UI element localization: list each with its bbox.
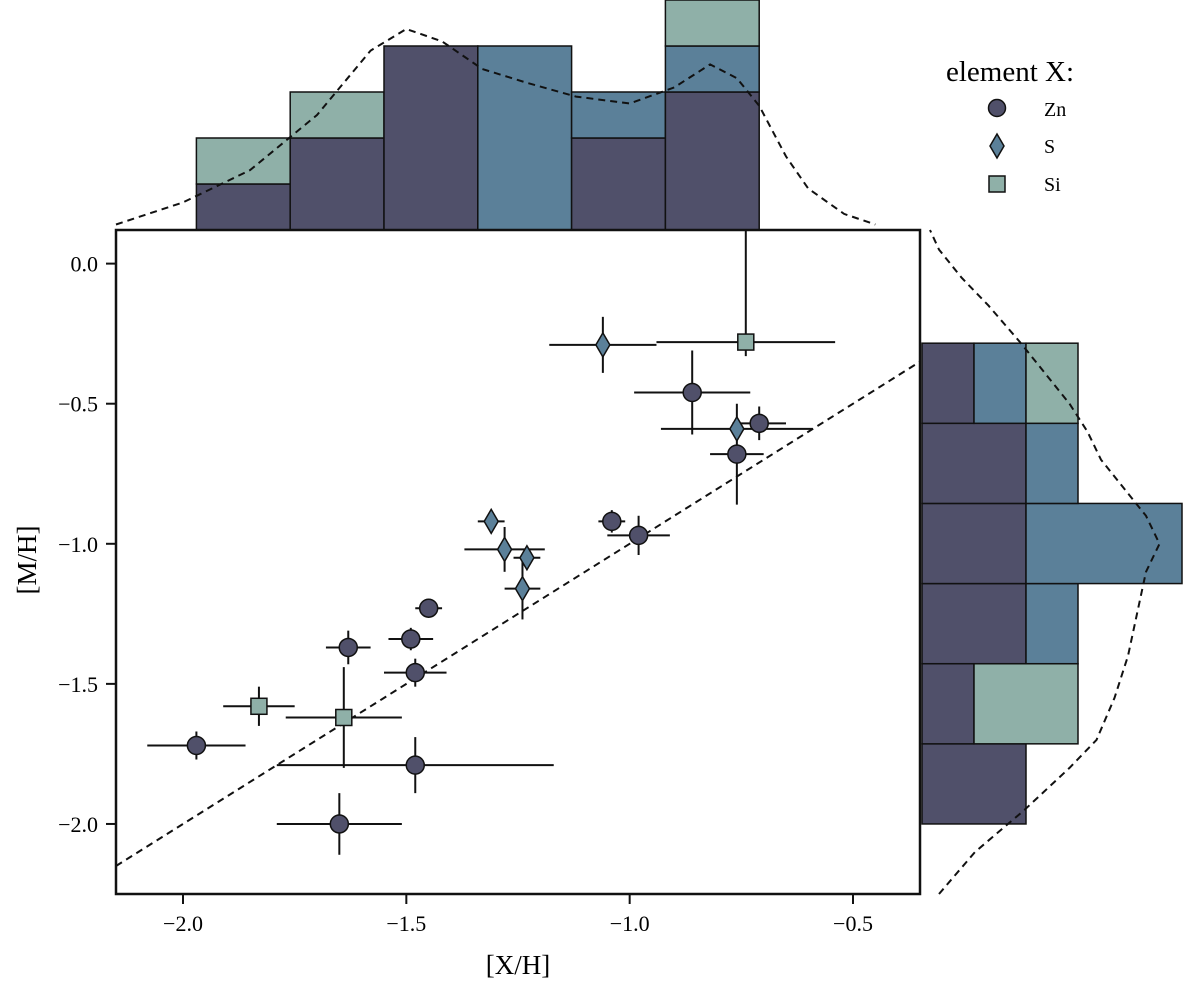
y-tick-label-4: −2.0 — [58, 812, 98, 837]
right-kde-curve — [929, 229, 1161, 895]
point-zn-11 — [749, 413, 769, 434]
x-tick-label-0: −2.0 — [163, 911, 203, 936]
top-hist-bar-s-5 — [664, 45, 760, 93]
right-hist-bar-si-5 — [1025, 342, 1079, 425]
point-s-4 — [594, 331, 611, 359]
point-s-3 — [514, 575, 531, 603]
point-s-0 — [483, 507, 500, 535]
point-si-2 — [737, 333, 755, 351]
y-tick-label-3: −1.5 — [58, 672, 98, 697]
point-zn-7 — [602, 511, 622, 532]
right-hist-bar-zn-4 — [921, 422, 1027, 505]
top-hist-bar-zn-2 — [383, 45, 479, 231]
top-hist-bar-si-5 — [664, 0, 760, 47]
right-hist-bar-zn-2 — [921, 582, 1027, 665]
x-tick-label-3: −0.5 — [833, 911, 873, 936]
legend-marker-zn — [987, 98, 1007, 118]
point-s-2 — [519, 544, 535, 572]
right-hist-bar-si-1 — [973, 662, 1079, 745]
right-hist-bar-s-4 — [1025, 422, 1079, 505]
legend-marker-si — [988, 175, 1006, 193]
point-zn-8 — [628, 525, 649, 546]
x-tick-label-2: −1.0 — [610, 911, 650, 936]
plot-area — [116, 230, 920, 894]
right-marginal-histogram — [921, 229, 1183, 895]
point-s-5 — [728, 415, 745, 443]
point-zn-10 — [727, 444, 747, 464]
y-tick-label-1: −0.5 — [58, 392, 98, 417]
point-zn-0 — [186, 735, 207, 756]
right-hist-bar-zn-5 — [921, 342, 975, 425]
point-zn-6 — [418, 598, 439, 618]
point-zn-3 — [401, 629, 421, 649]
main-scatter-panel: −2.0 −1.5 −1.0 −0.5 0.0 −0.5 −1.0 −1.5 −2.0 — [58, 228, 922, 936]
right-hist-bar-zn-1 — [921, 662, 975, 745]
legend-title: element X: — [946, 56, 1074, 88]
top-hist-bar-zn-1 — [289, 137, 385, 231]
top-kde-curve — [115, 27, 876, 226]
point-si-0 — [250, 697, 268, 716]
right-hist-bar-zn-0 — [921, 743, 1027, 825]
point-zn-2 — [338, 637, 359, 658]
one-to-one-reference-line — [115, 360, 921, 867]
top-hist-bar-zn-0 — [195, 183, 291, 231]
right-hist-bar-s-3 — [1025, 502, 1183, 585]
legend: element X: Zn S Si — [946, 56, 1074, 196]
right-hist-bar-s-5 — [973, 342, 1027, 425]
top-hist-bar-s-4 — [570, 91, 667, 139]
y-axis-label: [M/H] — [12, 526, 42, 595]
top-hist-bar-s-3 — [477, 45, 573, 231]
x-axis-label: [X/H] — [486, 950, 550, 980]
right-hist-bar-s-2 — [1025, 582, 1079, 665]
legend-label-zn: Zn — [1044, 99, 1066, 121]
top-hist-bar-si-1 — [289, 91, 385, 139]
y-tick-label-0: 0.0 — [71, 252, 99, 277]
top-hist-bar-zn-4 — [570, 137, 667, 231]
point-s-1 — [496, 535, 513, 563]
point-zn-5 — [405, 755, 426, 775]
legend-label-s: S — [1044, 136, 1055, 158]
right-hist-bar-zn-3 — [921, 502, 1027, 585]
top-hist-bar-zn-5 — [664, 91, 760, 231]
point-zn-1 — [329, 814, 350, 834]
point-si-1 — [335, 708, 353, 727]
y-tick-label-2: −1.0 — [58, 532, 98, 557]
legend-marker-s — [989, 132, 1005, 160]
legend-label-si: Si — [1044, 174, 1061, 196]
x-tick-label-1: −1.5 — [386, 911, 426, 936]
plot-frame — [114, 228, 922, 896]
point-zn-4 — [405, 662, 426, 683]
top-marginal-histogram — [115, 0, 876, 231]
top-hist-bar-si-0 — [195, 137, 291, 185]
point-zn-9 — [682, 382, 702, 403]
